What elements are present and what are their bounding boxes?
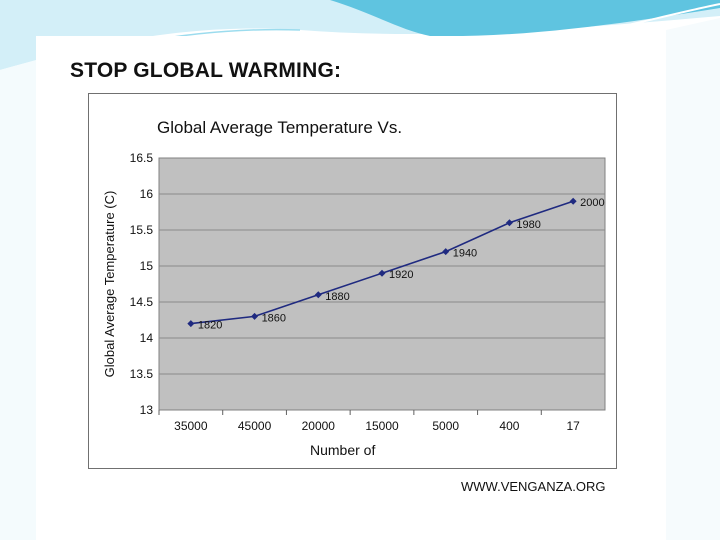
x-axis-label: Number of xyxy=(310,442,375,458)
y-tick-label: 16.5 xyxy=(130,151,154,165)
data-point-label: 1920 xyxy=(389,269,413,281)
data-point-label: 2000 xyxy=(580,197,604,209)
gridlines xyxy=(159,193,605,375)
x-tick-label: 35000 xyxy=(174,419,208,433)
data-points xyxy=(187,197,577,328)
top-wave-line xyxy=(559,3,720,41)
data-point-label: 1980 xyxy=(516,219,540,231)
x-tick-label: 20000 xyxy=(302,419,336,433)
left-edge-shade xyxy=(0,60,36,540)
y-tick-label: 14.5 xyxy=(130,295,154,309)
data-point xyxy=(569,197,577,205)
y-axis-label: Global Average Temperature (C) xyxy=(102,191,117,378)
chart-title: Global Average Temperature Vs. xyxy=(157,118,402,137)
y-tick-label: 15.5 xyxy=(130,223,154,237)
x-tick-label: 15000 xyxy=(365,419,399,433)
source-credit: WWW.VENGANZA.ORG xyxy=(461,479,606,494)
data-point xyxy=(251,312,259,320)
y-tick-label: 15 xyxy=(140,259,154,273)
x-tick-label: 45000 xyxy=(238,419,272,433)
x-tick-label: 400 xyxy=(499,419,519,433)
x-tick-label: 17 xyxy=(566,419,580,433)
data-point xyxy=(314,291,322,299)
data-point xyxy=(505,219,513,227)
data-point xyxy=(187,320,195,328)
data-point-label: 1860 xyxy=(262,312,286,324)
top-wave-accent xyxy=(330,0,720,37)
chart-frame: Global Average Temperature Vs. 13 13.5 14 1… xyxy=(88,93,617,469)
data-point-label: 1820 xyxy=(198,320,222,332)
plot-area xyxy=(158,157,606,411)
line-chart: Global Average Temperature Vs. 1313.5141… xyxy=(102,118,606,458)
y-tick-label: 16 xyxy=(140,187,154,201)
data-point-label: 1940 xyxy=(453,248,477,260)
y-tick-label: 13.5 xyxy=(130,367,154,381)
x-tick-label: 5000 xyxy=(432,419,459,433)
y-tick-label: 13 xyxy=(140,403,154,417)
data-point xyxy=(378,269,386,277)
right-edge-shade xyxy=(666,18,720,540)
y-axis-ticks: 13 13.5 14 14.5 15 15.5 16 16.5 xyxy=(130,151,154,417)
data-point xyxy=(442,248,450,256)
data-point-label: 1880 xyxy=(325,291,349,303)
point-labels: 1820 1860 1880 1920 1940 1980 2000 xyxy=(198,197,605,331)
slide-title: STOP GLOBAL WARMING: xyxy=(70,59,342,82)
x-axis-ticks: 35000 45000 20000 15000 5000 400 17 xyxy=(158,410,580,433)
y-tick-label: 14 xyxy=(140,331,154,345)
